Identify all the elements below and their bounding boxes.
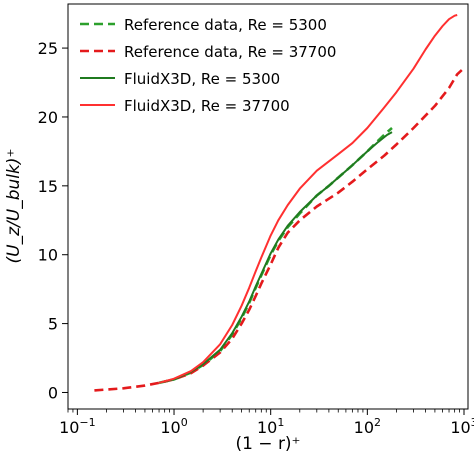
y-axis-label: (U_z/U_bulk)⁺ [4,149,24,264]
series-line-fluidx3d-re-5300 [158,131,393,384]
legend-label: FluidX3D, Re = 37700 [124,97,290,115]
x-tick-label: 10−1 [59,416,96,437]
y-tick-label: 20 [38,108,58,127]
x-tick-exponent: 0 [181,416,188,429]
y-tick-label: 10 [38,246,58,265]
x-tick-label: 103 [450,416,474,437]
x-tick-label: 101 [257,416,284,437]
x-tick-base: 10 [354,418,374,437]
y-axis: 0 5 10 15 20 25 [38,39,68,402]
x-tick-base: 10 [257,418,277,437]
x-axis-label: (1 − r)⁺ [235,434,300,454]
x-tick-label: 102 [354,416,381,437]
x-tick-base: 10 [450,418,470,437]
x-tick-exponent: −1 [79,416,95,429]
x-tick-base: 10 [59,418,79,437]
series-line-fluidx3d-re-37700 [158,14,458,384]
y-tick-label: 25 [38,39,58,58]
x-tick-exponent: 1 [277,416,284,429]
x-tick-exponent: 3 [471,416,474,429]
plot-area [94,14,463,392]
x-tick-label: 100 [160,416,187,437]
legend-label: FluidX3D, Re = 5300 [124,70,280,88]
y-tick-label: 0 [48,383,58,402]
y-tick-label: 15 [38,177,58,196]
x-axis: 10−1100101102103 [59,409,474,437]
legend-label: Reference data, Re = 37700 [124,43,336,61]
series-line-reference-data-re-37700 [94,69,463,392]
legend: Reference data, Re = 5300 Reference data,… [80,16,336,115]
x-tick-base: 10 [160,418,180,437]
legend-label: Reference data, Re = 5300 [124,16,327,34]
plot-frame [67,3,469,410]
x-tick-exponent: 2 [374,416,381,429]
y-tick-label: 5 [48,315,58,334]
